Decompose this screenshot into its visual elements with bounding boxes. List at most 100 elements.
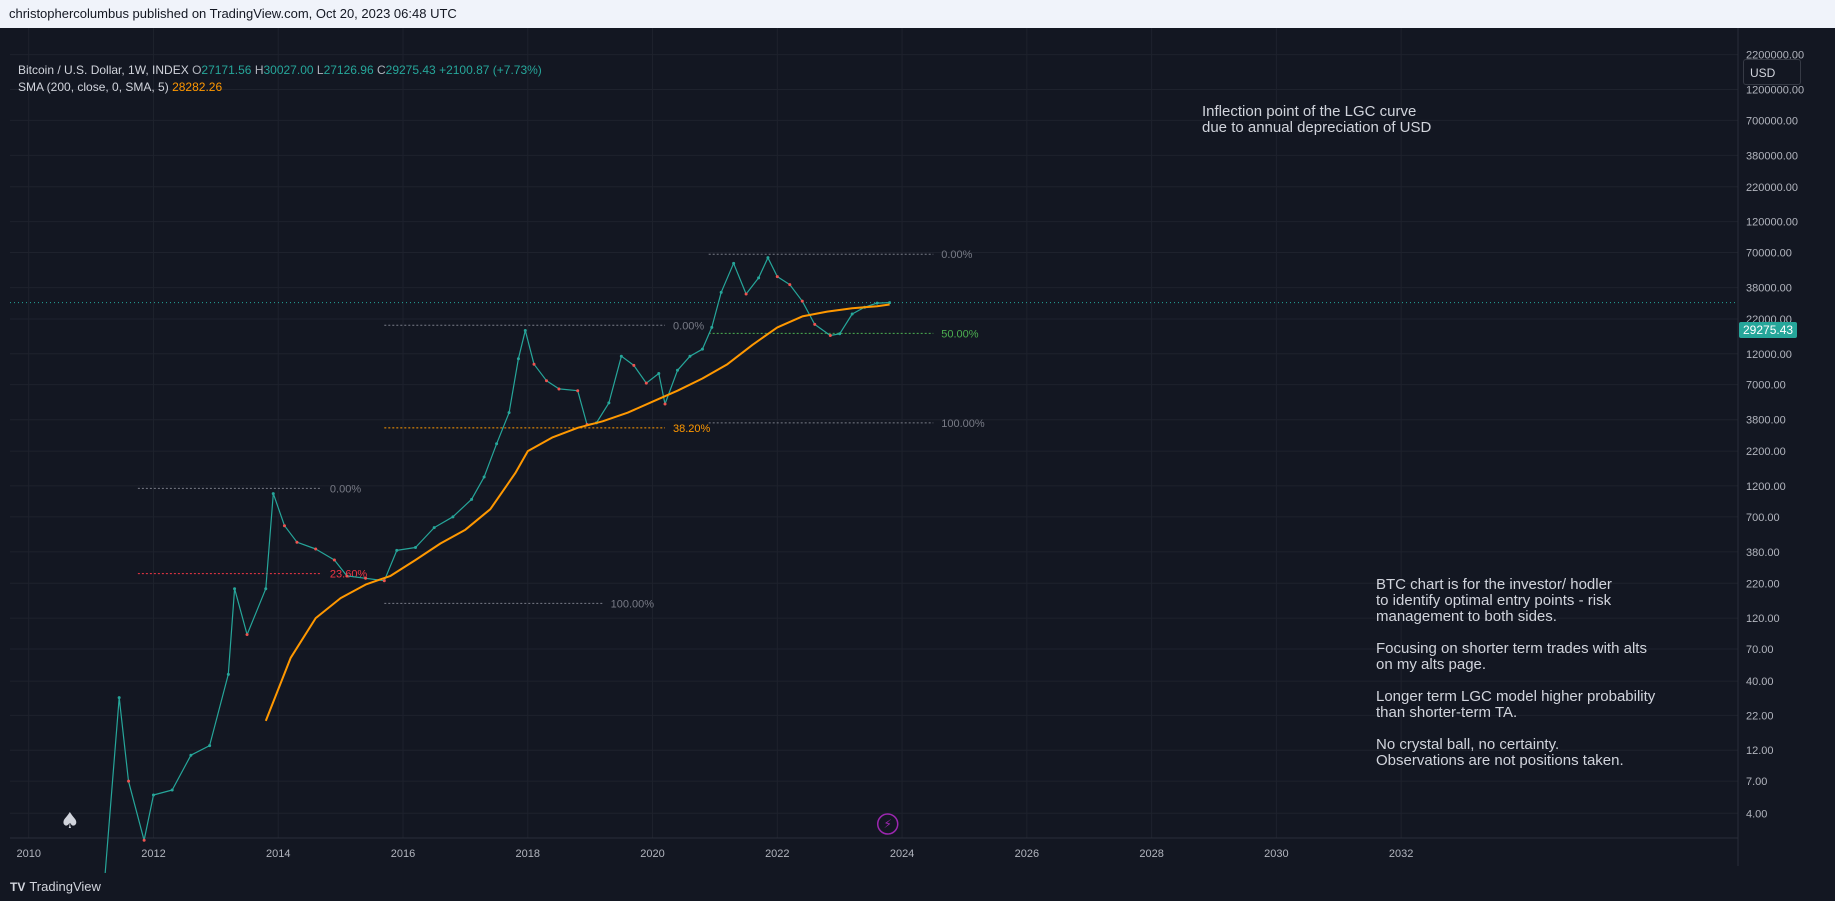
price-point [271,492,275,496]
y-tick-label: 120000.00 [1746,217,1798,229]
low-label: L [316,63,324,77]
chart-legend: Bitcoin / U.S. Dollar, 1W, INDEX O27171.… [18,62,542,96]
lightning-icon [876,813,899,835]
y-tick-label: 4.00 [1746,808,1767,820]
change-value: +2100.87 (+7.73%) [439,63,542,77]
x-tick-label: 2018 [516,848,540,860]
price-point [345,574,349,578]
publish-info: christophercolumbus published on Trading… [9,6,457,21]
price-point [800,299,804,303]
y-tick-label: 700.00 [1746,512,1780,524]
price-point [151,793,155,797]
price-point [332,558,336,562]
note-paragraph: No crystal ball, no certainty. Observati… [1376,736,1624,769]
note-paragraph: Focusing on shorter term trades with alt… [1376,640,1647,673]
price-point [382,579,386,583]
y-tick-label: 120.00 [1746,613,1780,625]
y-tick-label: 38000.00 [1746,283,1792,295]
tradingview-mark-icon: TV [10,879,26,894]
chart-area[interactable]: 2200000.00 1200000.00 700000.00 380000.00 22… [0,28,1835,873]
sma-row: SMA (200, close, 0, SMA, 5) 28282.26 [18,79,542,96]
last-price-tag: 29275.43 [1739,321,1798,338]
x-tick-label: 2020 [640,848,664,860]
price-point [451,515,455,519]
price-point [744,292,748,296]
x-tick-label: 2010 [16,848,40,860]
tradingview-brand: TradingView [29,879,101,894]
price-point [295,540,299,544]
x-tick-label: 2028 [1139,848,1163,860]
fib-level-label: 50.00% [941,328,979,340]
price-point [532,362,536,366]
fib-level-label: 0.00% [941,249,972,261]
tradingview-logo[interactable]: TV TradingView [10,879,101,894]
publish-header: christophercolumbus published on Trading… [0,0,1835,28]
grid-lines [10,28,1738,838]
fib-level-label: 100.00% [941,418,985,430]
footer-bar: TV TradingView [0,873,1835,901]
price-point [544,379,548,383]
price-point [507,411,511,415]
price-point [688,354,692,358]
y-tick-label: 70000.00 [1746,248,1792,260]
annotation-notes: BTC chart is for the investor/ hodler to… [1376,577,1655,785]
price-point [619,354,623,358]
x-tick-label: 2022 [765,848,789,860]
x-tick-label: 2030 [1264,848,1288,860]
note-paragraph: Longer term LGC model higher probability… [1376,688,1656,721]
high-label: H [254,63,264,77]
price-point [732,261,736,265]
close-label: C [376,63,386,77]
x-tick-label: 2026 [1015,848,1039,860]
price-point [208,744,212,748]
price-point [117,696,121,700]
price-point [644,381,648,385]
price-point [632,363,636,367]
price-point [482,475,486,479]
x-tick-label: 2016 [391,848,415,860]
y-tick-label: 12000.00 [1746,349,1792,361]
low-value: 27126.96 [323,63,374,77]
high-value: 30027.00 [263,63,314,77]
price-point [675,368,679,372]
price-point [788,283,792,287]
price-point [576,389,580,393]
y-tick-label: 700000.00 [1746,115,1798,127]
close-value: 29275.43 [385,63,436,77]
price-point [470,497,474,501]
price-point [719,290,723,294]
lightning-glyph: ⚡ [884,817,892,831]
fib-level-label: 0.00% [330,483,361,495]
x-tick-label: 2032 [1389,848,1413,860]
y-tick-label: 7000.00 [1746,380,1786,392]
x-tick-label: 2014 [266,848,290,860]
price-point [813,322,817,326]
price-point [850,312,854,316]
y-tick-label: 1200.00 [1746,481,1786,493]
price-point [233,587,237,591]
fib-level-label: 38.20% [673,423,711,435]
y-tick-label: 3800.00 [1746,415,1786,427]
y-tick-label: 2200000.00 [1746,50,1804,62]
price-point [888,301,892,305]
price-point [775,275,779,279]
price-point [607,401,611,405]
price-point [142,838,146,842]
y-tick-label: 1200000.00 [1746,84,1804,96]
open-value: 27171.56 [201,63,252,77]
y-tick-label: 12.00 [1746,745,1774,757]
open-label: O [192,63,202,77]
currency-button[interactable]: USD [1743,59,1801,85]
price-point [170,788,174,792]
price-point [523,328,527,332]
price-point [710,325,714,329]
sma-value: 28282.26 [172,80,223,94]
y-tick-label: 220.00 [1746,578,1780,590]
ohlc-row: Bitcoin / U.S. Dollar, 1W, INDEX O27171.… [18,62,542,79]
price-chart[interactable]: 2200000.00 1200000.00 700000.00 380000.00 22… [0,28,1835,873]
price-point [189,753,193,757]
price-point [395,548,399,552]
price-point [282,524,286,528]
note-paragraph: BTC chart is for the investor/ hodler to… [1376,576,1612,625]
price-point [516,357,520,361]
